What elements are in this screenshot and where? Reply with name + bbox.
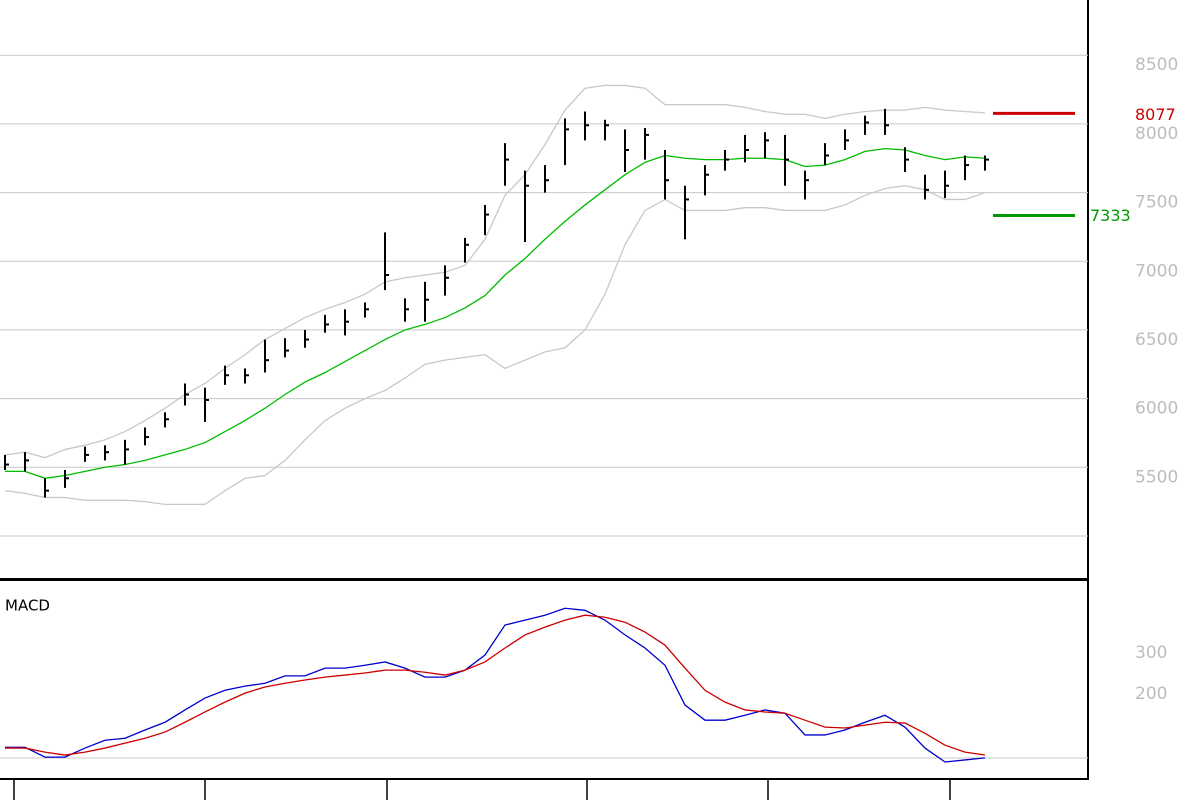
y-tick-label: 6000: [1135, 399, 1178, 419]
series-line: [5, 614, 986, 756]
y-tick-label: 300: [1135, 643, 1167, 663]
series-line: [5, 607, 986, 763]
y-tick-label: 8500: [1135, 55, 1178, 75]
x-ticks: [13, 779, 951, 800]
y-tick-label: 200: [1135, 684, 1167, 704]
y-tick-label: 5500: [1135, 467, 1178, 487]
y-tick-label: 7500: [1135, 193, 1178, 213]
macd-title: MACD: [5, 597, 50, 615]
y-tick-label: 8000: [1135, 124, 1178, 144]
series-line: [5, 147, 986, 479]
level-label: 8077: [1135, 105, 1176, 124]
series-line: [4, 84, 986, 459]
series-line: [4, 185, 986, 506]
y-tick-label: 7000: [1135, 261, 1178, 281]
y-tick-label: 6500: [1135, 330, 1178, 350]
level-label: 7333: [1090, 206, 1131, 225]
